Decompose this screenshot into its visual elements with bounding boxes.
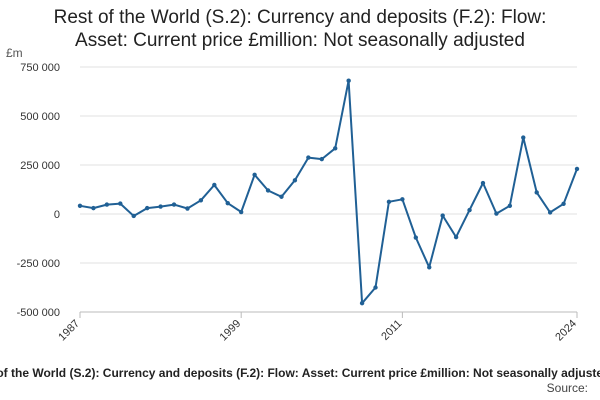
data-point: [104, 202, 110, 207]
y-tick-label: 500 000: [20, 111, 60, 123]
y-tick-label: -500 000: [17, 307, 60, 319]
data-point: [494, 211, 499, 216]
y-tick-label: 750 000: [20, 62, 60, 74]
legend: Rest of the World (S.2): Currency and de…: [0, 364, 600, 384]
gridlines: [80, 66, 577, 313]
data-point: [427, 265, 432, 270]
data-point: [561, 201, 566, 207]
data-point: [534, 190, 539, 195]
data-point: [171, 202, 177, 207]
y-axis-unit: £m: [6, 46, 23, 60]
data-point: [413, 235, 419, 240]
data-point: [118, 201, 123, 206]
data-point: [265, 188, 271, 193]
data-point: [547, 210, 553, 215]
chart-title-line-2: Asset: Current price £million: Not seaso…: [75, 30, 525, 51]
data-point: [453, 234, 459, 240]
data-point: [158, 204, 163, 209]
data-point: [386, 199, 392, 205]
data-point: [185, 206, 190, 211]
y-tick-label: 0: [54, 209, 60, 221]
y-tick-label: -250 000: [17, 258, 60, 270]
legend-entry: Rest of the World (S.2): Currency and de…: [0, 366, 600, 380]
data-point: [238, 209, 244, 215]
data-point: [306, 155, 311, 160]
data-point: [521, 135, 526, 140]
data-point: [467, 207, 472, 213]
axes: £m 750 000 500 000 250 000 0 -250 000 -500 00…: [6, 46, 579, 343]
series-line: [79, 79, 578, 305]
data-point: [333, 146, 338, 151]
chart-title-line-1: Rest of the World (S.2): Currency and de…: [53, 7, 547, 28]
source-label: Source:: [546, 381, 588, 395]
data-point: [373, 285, 378, 290]
data-point: [292, 178, 298, 183]
chart-title: Rest of the World (S.2): Currency and de…: [0, 6, 600, 52]
data-point: [319, 156, 324, 162]
data-point: [252, 172, 257, 177]
data-point: [131, 213, 136, 219]
x-tick-label: 2024: [553, 318, 579, 344]
data-point: [574, 166, 580, 172]
data-point: [91, 205, 96, 211]
data-point: [212, 182, 217, 188]
data-point: [279, 194, 284, 199]
data-point: [400, 197, 405, 202]
data-point: [440, 213, 445, 218]
data-point: [359, 300, 365, 306]
series-layer: [77, 78, 580, 306]
data-point: [507, 203, 513, 208]
data-point: [77, 203, 83, 208]
data-point: [225, 201, 230, 206]
x-tick-label: 1999: [218, 318, 244, 344]
data-point: [480, 180, 486, 186]
x-tick-label: 2011: [379, 318, 404, 343]
data-point: [144, 205, 150, 211]
data-point: [346, 78, 351, 83]
x-tick-label: 1987: [56, 318, 82, 344]
data-point: [198, 198, 204, 203]
y-tick-label: 250 000: [20, 160, 60, 172]
